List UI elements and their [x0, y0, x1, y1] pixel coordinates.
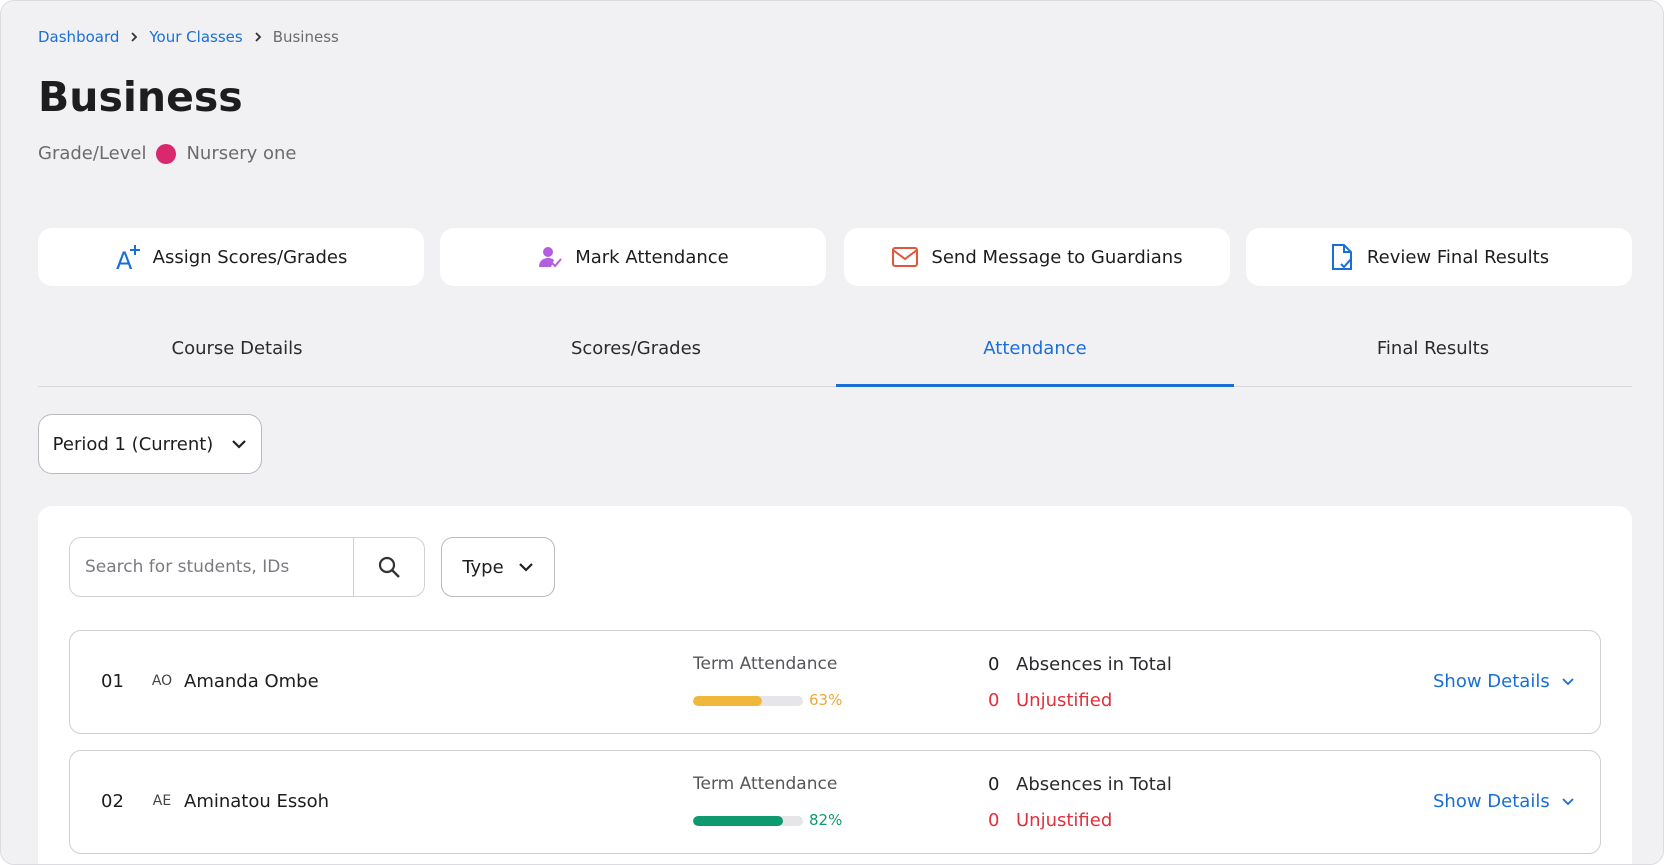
student-number: 01: [101, 671, 124, 692]
unjustified-label: Unjustified: [1016, 810, 1113, 831]
breadcrumb-link[interactable]: Your Classes: [149, 28, 243, 46]
breadcrumb-link[interactable]: Dashboard: [38, 28, 120, 46]
student-panel: Search for students, IDs Type 01 AO Amanda…: [38, 506, 1632, 864]
student-initials: AE: [152, 793, 172, 809]
period-select[interactable]: Period 1 (Current): [38, 414, 262, 474]
attendance-track: [693, 816, 803, 826]
show-details[interactable]: Show Details: [1433, 791, 1574, 812]
search-placeholder: Search for students, IDs: [85, 557, 290, 577]
icon: [539, 247, 562, 268]
action-label: Send Message to Guardians: [931, 246, 1183, 268]
student-number: 02: [101, 791, 124, 812]
type-filter[interactable]: Type: [441, 537, 555, 597]
absences-count: 0: [988, 774, 1000, 795]
chevron: [518, 563, 533, 572]
action-label: Review Final Results: [1366, 246, 1550, 268]
unjustified-count: 0: [988, 690, 1000, 711]
grade-label: Grade/Level: [38, 143, 147, 164]
attendance-title: Term Attendance: [693, 654, 838, 674]
tab[interactable]: Final Results: [1376, 338, 1490, 359]
action-button[interactable]: Mark Attendance: [440, 228, 826, 286]
student-initials: AO: [151, 673, 173, 689]
action-button[interactable]: A Assign Scores/Grades: [38, 228, 424, 286]
student-name: Aminatou Essoh: [184, 791, 330, 812]
tab-divider: [38, 386, 1632, 387]
breadcrumbs: Dashboard Your Classes Business: [38, 28, 339, 46]
search-icon: [378, 556, 400, 578]
show-details-label: Show Details: [1433, 671, 1550, 692]
absences-label: Absences in Total: [1016, 774, 1172, 795]
search-button[interactable]: [353, 538, 424, 596]
unjustified-count: 0: [988, 810, 1000, 831]
icon: A: [116, 245, 140, 271]
svg-text:A: A: [116, 247, 133, 271]
tab-indicator: [836, 384, 1234, 387]
grade: Grade/Level Nursery one: [38, 143, 296, 164]
show-details-label: Show Details: [1433, 791, 1550, 812]
grade-value: Nursery one: [186, 143, 297, 164]
action-button[interactable]: Review Final Results: [1246, 228, 1632, 286]
action-label: Mark Attendance: [575, 246, 729, 268]
student-name: Amanda Ombe: [184, 671, 319, 692]
chevron: [1562, 677, 1574, 685]
action-button[interactable]: Send Message to Guardians: [844, 228, 1230, 286]
action-label: Assign Scores/Grades: [152, 246, 348, 268]
type-label: Type: [462, 556, 504, 578]
grade-dot: [156, 143, 177, 164]
tab[interactable]: Scores/Grades: [570, 338, 702, 359]
breadcrumb-current: Business: [272, 28, 339, 46]
absences-label: Absences in Total: [1016, 654, 1172, 675]
tab[interactable]: Course Details: [171, 338, 303, 359]
absences-count: 0: [988, 654, 1000, 675]
chevron: [232, 440, 247, 449]
search-box[interactable]: Search for students, IDs: [69, 537, 425, 597]
tab-active[interactable]: Attendance: [983, 338, 1087, 359]
attendance-percent: 63%: [809, 691, 843, 709]
period-label: Period 1 (Current): [52, 433, 214, 455]
icon: [1331, 244, 1352, 270]
chevron: [1562, 797, 1574, 805]
attendance-bar: [693, 816, 784, 826]
show-details[interactable]: Show Details: [1433, 671, 1574, 692]
attendance-title: Term Attendance: [693, 774, 838, 794]
attendance-percent: 82%: [809, 811, 843, 829]
icon: [892, 247, 919, 267]
chevron: [131, 32, 138, 42]
student-row: 01 AO Amanda Ombe Term Attendance 63% 0 Absenc…: [69, 630, 1601, 734]
attendance-track: [693, 696, 803, 706]
page-title: Business: [38, 73, 243, 121]
unjustified-label: Unjustified: [1016, 690, 1113, 711]
student-row: 02 AE Aminatou Essoh Term Attendance 82% 0 Abs…: [69, 750, 1601, 854]
chevron: [255, 32, 261, 42]
attendance-bar: [693, 696, 763, 706]
